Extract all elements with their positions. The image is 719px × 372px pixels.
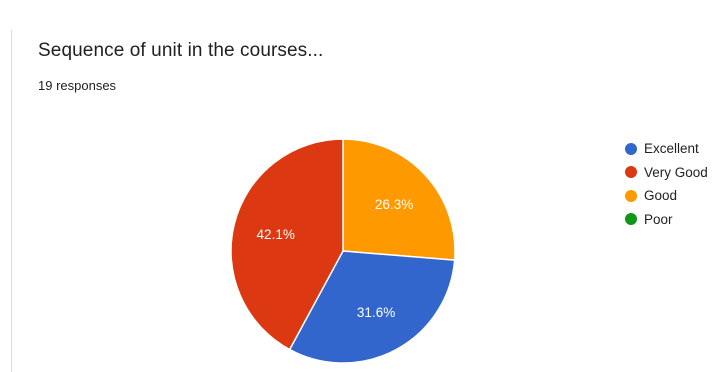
legend-swatch-excellent (625, 142, 637, 155)
legend-item-very-good[interactable]: Very Good (625, 161, 708, 185)
legend-label-very-good: Very Good (644, 164, 708, 180)
legend-swatch-poor (625, 213, 637, 226)
card-left-border (11, 30, 12, 372)
pie-slice-excellent[interactable] (288, 250, 456, 364)
question-title: Sequence of unit in the courses... (38, 40, 324, 61)
response-count: 19 responses (38, 78, 117, 93)
pie-label-good: 26.3% (375, 197, 413, 212)
pie-slice-good[interactable] (342, 138, 456, 261)
pie-label-very-good: 42.1% (257, 227, 295, 242)
legend-swatch-very-good (625, 166, 637, 179)
legend-item-excellent[interactable]: Excellent (625, 137, 708, 161)
pie-label-excellent: 31.6% (357, 305, 395, 320)
legend-label-excellent: Excellent (644, 141, 699, 157)
legend-label-poor: Poor (644, 211, 673, 227)
chart-legend: Excellent Very Good Good Poor (625, 137, 708, 231)
pie-slice-very-good[interactable] (230, 138, 344, 351)
legend-item-good[interactable]: Good (625, 184, 708, 208)
legend-item-poor[interactable]: Poor (625, 208, 708, 232)
legend-label-good: Good (644, 188, 678, 204)
legend-swatch-good (625, 189, 637, 202)
